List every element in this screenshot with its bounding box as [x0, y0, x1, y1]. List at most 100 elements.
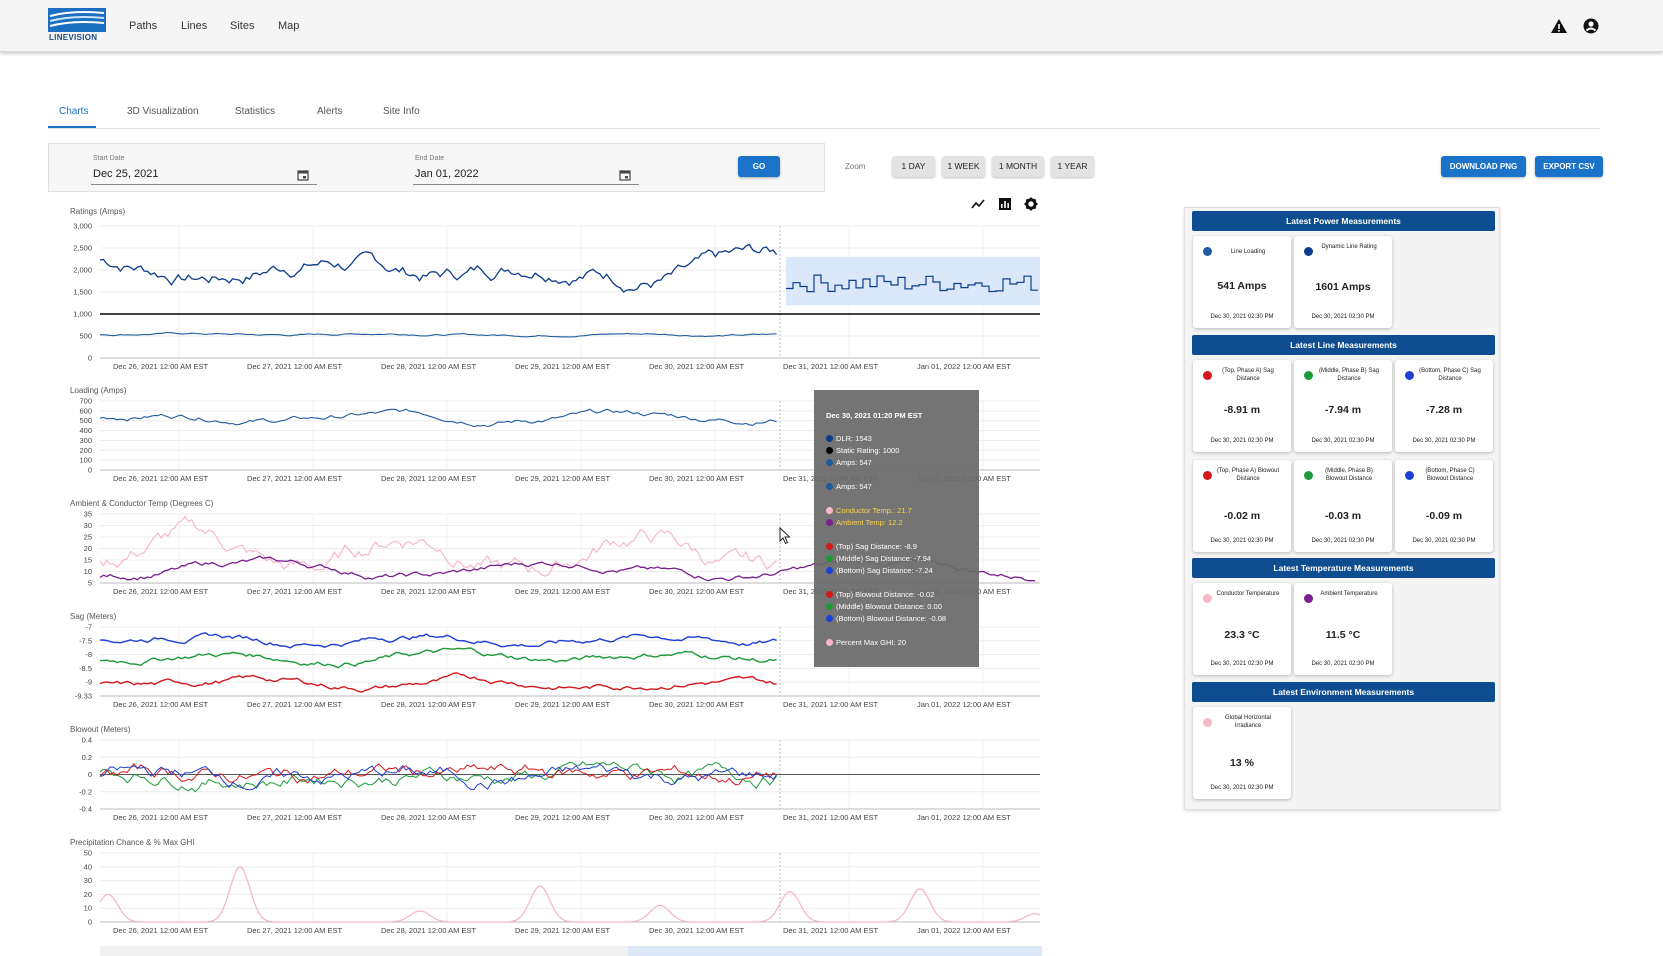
y-tick-label: 300: [79, 436, 92, 445]
calendar-icon[interactable]: [297, 169, 309, 181]
card-label: (Middle, Phase B) Sag Distance: [1318, 368, 1380, 382]
zoom-1-week-button[interactable]: 1 WEEK: [942, 156, 985, 177]
y-tick-label: 20: [84, 544, 92, 553]
y-tick-label: 20: [84, 890, 92, 899]
measurement-card-ambient-temperature[interactable]: Ambient Temperature 11.5 °C Dec 30, 2021…: [1294, 583, 1392, 675]
tab-alerts[interactable]: Alerts: [317, 106, 343, 117]
card-timestamp: Dec 30, 2021 02:30 PM: [1412, 538, 1476, 544]
start-date-field[interactable]: Dec 25, 2021: [93, 168, 159, 180]
measurement-card-bottom-sag[interactable]: (Bottom, Phase C) Sag Distance -7.28 m D…: [1395, 360, 1493, 452]
export-csv-button[interactable]: EXPORT CSV: [1535, 156, 1603, 177]
measurement-card-top-sag[interactable]: (Top, Phase A) Sag Distance -8.91 m Dec …: [1193, 360, 1291, 452]
x-tick-label: Dec 28, 2021 12:00 AM EST: [381, 700, 476, 709]
bar-chart-icon[interactable]: [998, 197, 1012, 211]
download-png-button[interactable]: DOWNLOAD PNG: [1441, 156, 1526, 177]
tab-3d-visualization[interactable]: 3D Visualization: [127, 106, 199, 117]
y-tick-label: 10: [84, 904, 92, 913]
tooltip-row: Static Rating: 1000: [826, 446, 899, 455]
zoom-label: Zoom: [845, 162, 866, 171]
legend-dot: [826, 483, 833, 490]
tooltip-row: Ambient Temp: 12.2: [826, 518, 903, 527]
legend-dot: [826, 543, 833, 550]
linevision-logo[interactable]: [48, 8, 106, 44]
legend-dot: [1203, 247, 1212, 256]
y-tick-label: 3,000: [73, 222, 92, 231]
tab-charts[interactable]: Charts: [59, 106, 89, 117]
legend-dot: [1304, 247, 1313, 256]
nav-paths[interactable]: Paths: [129, 20, 158, 32]
tab-site-info[interactable]: Site Info: [383, 106, 420, 117]
y-tick-label: 0: [88, 466, 92, 475]
y-tick-label: 2,000: [73, 266, 92, 275]
measurement-card-middle-blowout[interactable]: (Middle, Phase B) Blowout Distance -0.03…: [1294, 460, 1392, 552]
calendar-icon[interactable]: [619, 169, 631, 181]
measurement-card-dynamic-line-rating[interactable]: Dynamic Line Rating 1601 Amps Dec 30, 20…: [1294, 236, 1392, 328]
end-date-underline: [413, 184, 639, 185]
account-icon[interactable]: [1582, 17, 1600, 35]
card-timestamp: Dec 30, 2021 02:30 PM: [1210, 661, 1274, 667]
x-tick-label: Jan 01, 2022 12:00 AM EST: [917, 700, 1011, 709]
legend-dot: [1203, 371, 1212, 380]
card-label: Line Loading: [1230, 249, 1266, 255]
y-tick-label: -0.2: [79, 787, 92, 796]
range-navigator-selection[interactable]: [628, 946, 1042, 956]
nav-lines[interactable]: Lines: [181, 20, 208, 32]
blowout-chart[interactable]: 0.4 0.2 0 -0.2 -0.4 Dec 26, 2021 12:00 AM EST…: [60, 737, 1050, 825]
y-tick-label: 1,000: [73, 310, 92, 319]
ratings-chart[interactable]: 3,000 2,500 2,000 1,500 1,000 500 0 Dec 26, 202…: [60, 218, 1050, 373]
card-value: 23.3 °C: [1224, 629, 1260, 641]
x-tick-label: Dec 27, 2021 12:00 AM EST: [247, 926, 342, 935]
x-tick-label: Dec 28, 2021 12:00 AM EST: [381, 362, 476, 371]
zoom-1-month-button[interactable]: 1 MONTH: [992, 156, 1044, 177]
x-tick-label: Dec 26, 2021 12:00 AM EST: [113, 926, 208, 935]
measurement-card-ghi[interactable]: Global Horizontal Irradiance 13 % Dec 30…: [1193, 707, 1291, 799]
card-label: (Top, Phase A) Blowout Distance: [1216, 468, 1280, 482]
ghi-series: [99, 866, 1041, 923]
measurement-card-line-loading[interactable]: Line Loading 541 Amps Dec 30, 2021 02:30…: [1193, 236, 1291, 328]
mouse-cursor-icon: [779, 527, 791, 545]
card-label: (Top, Phase A) Sag Distance: [1222, 368, 1274, 382]
zoom-1-year-button[interactable]: 1 YEAR: [1051, 156, 1094, 177]
chart-title-precipitation: Precipitation Chance & % Max GHI: [70, 838, 195, 847]
conductor-temp-series: [99, 515, 777, 577]
active-tab-indicator: [48, 126, 96, 128]
tooltip-title: Dec 30, 2021 01:20 PM EST: [826, 411, 923, 420]
warning-icon[interactable]: [1550, 17, 1568, 35]
section-header-environment: Latest Environment Measurements: [1192, 682, 1495, 702]
x-tick-label: Dec 29, 2021 12:00 AM EST: [515, 700, 610, 709]
y-tick-label: -9: [85, 678, 92, 687]
x-tick-label: Dec 28, 2021 12:00 AM EST: [381, 926, 476, 935]
y-tick-label: -7: [85, 624, 92, 632]
nav-sites[interactable]: Sites: [230, 20, 255, 32]
start-date-label: Start Date: [93, 155, 125, 162]
end-date-field[interactable]: Jan 01, 2022: [415, 168, 479, 180]
x-tick-label: Dec 31, 2021 12:00 AM EST: [783, 926, 878, 935]
measurement-card-middle-sag[interactable]: (Middle, Phase B) Sag Distance -7.94 m D…: [1294, 360, 1392, 452]
go-button[interactable]: GO: [738, 156, 780, 177]
legend-dot: [826, 519, 833, 526]
y-tick-label: 30: [84, 521, 92, 530]
top-sag-series: [99, 672, 777, 693]
gear-icon[interactable]: [1024, 197, 1038, 211]
tab-statistics[interactable]: Statistics: [235, 106, 276, 117]
measurement-card-bottom-blowout[interactable]: (Bottom, Phase C) Blowout Distance -0.09…: [1395, 460, 1493, 552]
precipitation-chart[interactable]: 50 40 30 20 10 0 Dec 26, 2021 12:00 AM EST Dec …: [60, 850, 1050, 938]
x-tick-label: Dec 30, 2021 12:00 AM EST: [649, 474, 744, 483]
line-chart-icon[interactable]: [971, 197, 985, 211]
x-tick-label: Dec 31, 2021 12:00 AM EST: [783, 362, 878, 371]
chart-title-loading: Loading (Amps): [70, 386, 127, 395]
range-navigator[interactable]: [100, 946, 1042, 956]
measurement-card-top-blowout[interactable]: (Top, Phase A) Blowout Distance -0.02 m …: [1193, 460, 1291, 552]
nav-map[interactable]: Map: [278, 20, 300, 32]
y-tick-label: 400: [79, 426, 92, 435]
y-tick-label: 5: [88, 579, 92, 588]
section-header-line: Latest Line Measurements: [1192, 335, 1495, 355]
start-date-underline: [91, 184, 317, 185]
zoom-1-day-button[interactable]: 1 DAY: [892, 156, 935, 177]
measurement-card-conductor-temperature[interactable]: Conductor Temperature 23.3 °C Dec 30, 20…: [1193, 583, 1291, 675]
y-tick-label: 0: [88, 918, 92, 927]
legend-dot: [826, 603, 833, 610]
x-tick-label: Dec 29, 2021 12:00 AM EST: [515, 474, 610, 483]
legend-dot: [1405, 371, 1414, 380]
tooltip-row: Percent Max GHI: 20: [826, 638, 906, 647]
